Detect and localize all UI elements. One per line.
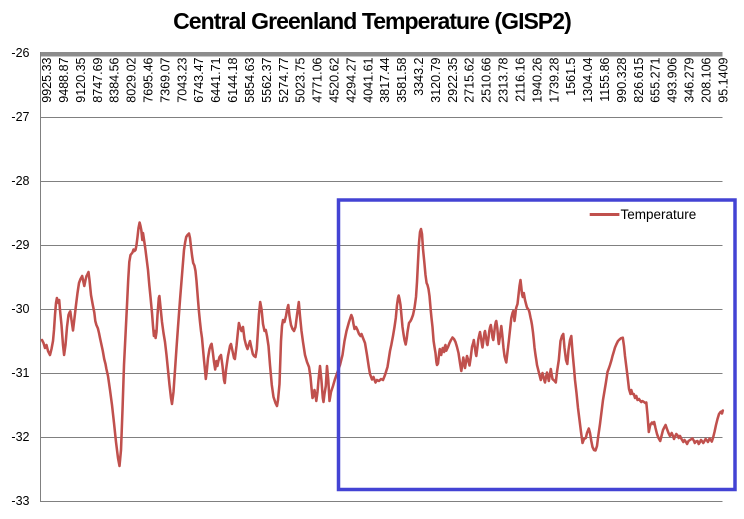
- svg-text:3343.2: 3343.2: [412, 57, 426, 95]
- svg-text:-32: -32: [11, 430, 29, 444]
- svg-text:1304.04: 1304.04: [581, 57, 595, 102]
- svg-text:3120.79: 3120.79: [429, 57, 443, 102]
- svg-text:990.328: 990.328: [615, 57, 629, 102]
- svg-text:2922.35: 2922.35: [446, 57, 460, 102]
- svg-text:-29: -29: [11, 238, 29, 252]
- svg-text:826.615: 826.615: [632, 57, 646, 102]
- svg-text:-31: -31: [11, 366, 29, 380]
- svg-text:5023.75: 5023.75: [294, 57, 308, 102]
- svg-text:8029.02: 8029.02: [125, 57, 139, 102]
- svg-text:346.279: 346.279: [683, 57, 697, 102]
- svg-text:4520.62: 4520.62: [328, 57, 342, 102]
- svg-text:7043.23: 7043.23: [175, 57, 189, 102]
- svg-text:-30: -30: [11, 302, 29, 316]
- svg-text:655.271: 655.271: [649, 57, 663, 102]
- svg-text:3581.58: 3581.58: [395, 57, 409, 102]
- svg-text:-33: -33: [11, 494, 29, 508]
- svg-text:6441.71: 6441.71: [209, 57, 223, 102]
- svg-text:2715.62: 2715.62: [463, 57, 477, 102]
- svg-text:7695.46: 7695.46: [142, 57, 156, 102]
- svg-text:6144.18: 6144.18: [226, 57, 240, 102]
- svg-text:2313.78: 2313.78: [497, 57, 511, 102]
- svg-text:5274.77: 5274.77: [277, 57, 291, 102]
- svg-text:1561.5: 1561.5: [564, 57, 578, 95]
- svg-text:6743.47: 6743.47: [192, 57, 206, 102]
- svg-text:9120.35: 9120.35: [74, 57, 88, 102]
- svg-text:7369.07: 7369.07: [158, 57, 172, 102]
- svg-text:Temperature: Temperature: [621, 207, 697, 222]
- svg-text:5854.63: 5854.63: [243, 57, 257, 102]
- svg-text:1940.26: 1940.26: [530, 57, 544, 102]
- svg-text:8747.69: 8747.69: [91, 57, 105, 102]
- svg-text:208.106: 208.106: [699, 57, 713, 102]
- svg-text:1739.28: 1739.28: [547, 57, 561, 102]
- svg-text:4771.06: 4771.06: [311, 57, 325, 102]
- svg-text:9925.33: 9925.33: [40, 57, 54, 102]
- svg-text:-26: -26: [11, 46, 29, 60]
- svg-text:4041.61: 4041.61: [361, 57, 375, 102]
- svg-text:4294.27: 4294.27: [344, 57, 358, 102]
- svg-text:95.1409: 95.1409: [716, 57, 730, 102]
- svg-text:-27: -27: [11, 110, 29, 124]
- svg-text:2510.66: 2510.66: [480, 57, 494, 102]
- svg-text:493.906: 493.906: [666, 57, 680, 102]
- svg-text:1155.86: 1155.86: [598, 57, 612, 101]
- svg-text:9488.87: 9488.87: [57, 57, 71, 102]
- svg-text:8384.56: 8384.56: [108, 57, 122, 102]
- svg-text:2116.16: 2116.16: [513, 57, 527, 101]
- svg-text:5562.37: 5562.37: [260, 57, 274, 102]
- svg-text:-28: -28: [11, 174, 29, 188]
- svg-text:3817.44: 3817.44: [378, 57, 392, 102]
